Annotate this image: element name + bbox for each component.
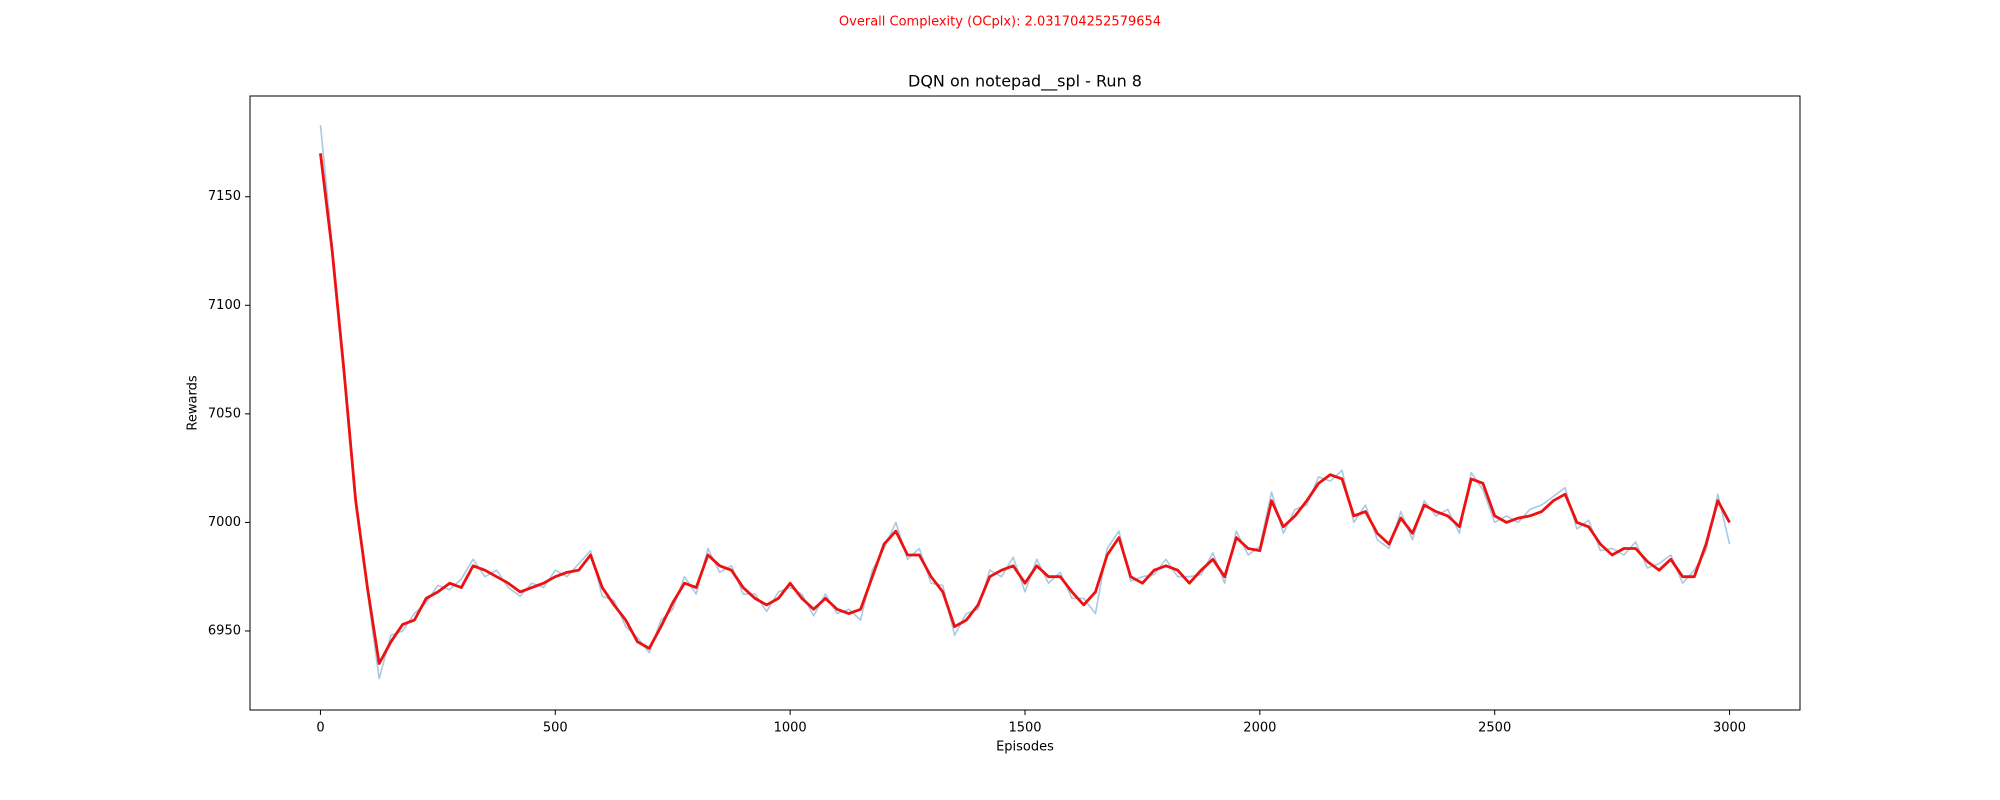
x-tick-label: 1500 xyxy=(1008,721,1041,736)
x-axis-label: Episodes xyxy=(996,740,1054,755)
chart-title: DQN on notepad__spl - Run 8 xyxy=(908,72,1142,92)
plot-frame xyxy=(249,95,1801,711)
y-tick-label: 7150 xyxy=(208,189,241,204)
suptitle: Overall Complexity (OCplx): 2.0317042525… xyxy=(839,15,1161,30)
y-axis-label: Rewards xyxy=(186,375,201,430)
y-tick-label: 7000 xyxy=(208,515,241,530)
y-tick-label: 6950 xyxy=(208,623,241,638)
x-tick-label: 3000 xyxy=(1713,721,1746,736)
series-line xyxy=(319,125,1731,680)
x-tick-label: 500 xyxy=(543,721,568,736)
x-tick-label: 2500 xyxy=(1478,721,1511,736)
x-tick-label: 0 xyxy=(316,721,324,736)
x-tick-label: 2000 xyxy=(1243,721,1276,736)
x-tick-label: 1000 xyxy=(774,721,807,736)
y-tick-label: 7050 xyxy=(208,406,241,421)
series-line xyxy=(319,153,1731,665)
y-tick-label: 7100 xyxy=(208,298,241,313)
